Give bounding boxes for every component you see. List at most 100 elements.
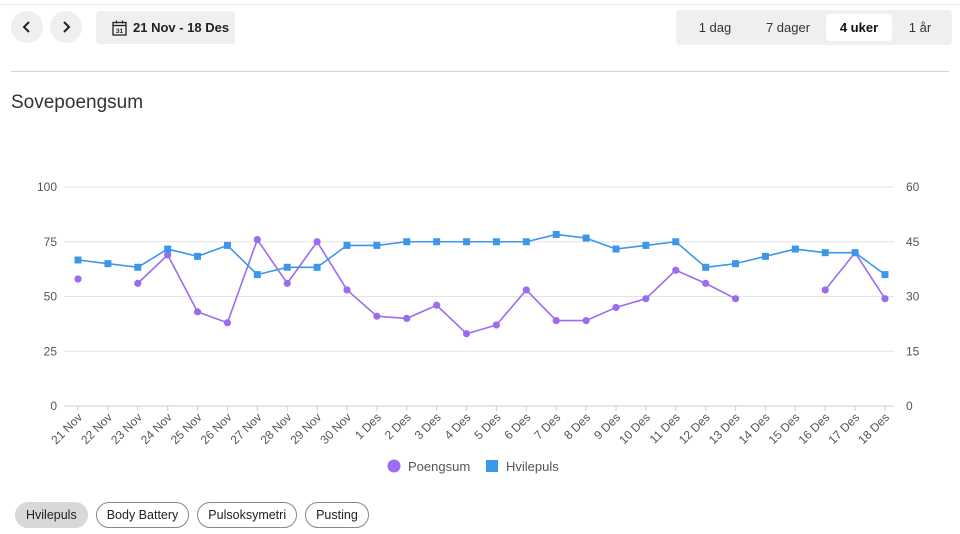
x-tick-label: 29 Nov — [287, 410, 324, 447]
data-point — [702, 263, 710, 271]
tab-7-days[interactable]: 7 dager — [765, 20, 811, 35]
data-point — [164, 245, 172, 253]
legend-marker — [486, 460, 498, 472]
previous-period-button[interactable] — [11, 11, 43, 43]
series-line-segment — [526, 233, 557, 243]
data-point — [164, 251, 172, 259]
data-point — [223, 319, 232, 327]
tab-1-day[interactable]: 1 dag — [698, 20, 732, 35]
series-line-segment — [226, 239, 259, 324]
series-line-segment — [705, 262, 736, 269]
y-left-tick-label: 25 — [44, 344, 58, 358]
chevron-left-icon — [22, 21, 30, 33]
series-line-segment — [406, 304, 437, 320]
data-point — [343, 286, 351, 294]
series-line-segment — [675, 241, 707, 268]
data-point — [74, 256, 82, 264]
series-line-segment — [556, 233, 587, 239]
series-line-segment — [854, 252, 886, 300]
tab-4-weeks[interactable]: 4 uker — [826, 14, 892, 41]
date-range-button[interactable]: 31 21 Nov - 18 Des — [96, 11, 235, 44]
series-line-segment — [137, 254, 169, 284]
y-right-tick-label: 0 — [906, 399, 913, 413]
data-point — [522, 286, 530, 294]
series-line-segment — [257, 266, 288, 276]
series-line-segment — [585, 237, 617, 250]
data-point — [462, 330, 471, 338]
data-point — [433, 301, 441, 309]
series-line-segment — [466, 324, 497, 335]
y-left-tick-label: 75 — [44, 235, 58, 249]
x-tick-label: 25 Nov — [168, 410, 205, 447]
data-point — [642, 295, 650, 303]
x-tick-label: 8 Des — [561, 410, 593, 442]
series-line-segment — [77, 259, 108, 265]
data-point — [74, 275, 82, 283]
metric-chips: Hvilepuls Body Battery Pulsoksymetri Pus… — [15, 502, 369, 528]
chip-body-battery[interactable]: Body Battery — [95, 502, 190, 528]
data-point — [373, 312, 381, 320]
divider — [11, 71, 949, 72]
series-line-segment — [226, 244, 258, 276]
data-point — [283, 279, 291, 287]
data-point — [582, 316, 590, 325]
data-point — [283, 263, 291, 271]
data-point — [492, 321, 501, 329]
data-point — [253, 235, 261, 244]
series-line-segment — [735, 255, 766, 265]
y-right-tick-label: 15 — [906, 344, 920, 358]
chip-resting-heart-rate[interactable]: Hvilepuls — [15, 502, 88, 528]
series-line-segment — [137, 248, 169, 268]
data-point — [672, 266, 680, 274]
data-point — [104, 260, 112, 268]
series-line-segment — [645, 240, 676, 247]
data-point — [552, 230, 560, 238]
calendar-icon-day: 31 — [116, 28, 124, 35]
data-point — [552, 316, 560, 325]
series-line-segment — [795, 248, 826, 254]
series-line-segment — [854, 252, 886, 276]
x-tick-label: 1 Des — [352, 410, 384, 442]
series-line-segment — [376, 315, 407, 320]
y-right-tick-label: 45 — [906, 235, 920, 249]
date-range-label: 21 Nov - 18 Des — [133, 20, 230, 35]
data-point — [761, 252, 769, 260]
x-tick-label: 30 Nov — [317, 410, 354, 447]
data-point — [253, 271, 261, 279]
y-left-tick-label: 50 — [44, 290, 58, 304]
data-point — [612, 303, 620, 312]
x-tick-label: 21 Nov — [48, 410, 85, 447]
tab-1-year[interactable]: 1 år — [908, 20, 932, 35]
x-tick-label: 4 Des — [442, 410, 474, 442]
series-line-segment — [436, 304, 468, 335]
data-point — [702, 279, 710, 287]
x-tick-label: 15 Des — [766, 410, 803, 447]
data-point — [492, 238, 500, 246]
next-period-button[interactable] — [50, 11, 82, 43]
series-line-segment — [765, 248, 796, 258]
data-point — [881, 295, 889, 303]
x-tick-label: 28 Nov — [258, 410, 295, 447]
chip-respiration[interactable]: Pusting — [305, 502, 369, 528]
series-line-segment — [197, 311, 228, 324]
series-line-segment — [705, 282, 736, 300]
chip-pulse-ox[interactable]: Pulsoksymetri — [197, 502, 298, 528]
data-point — [582, 234, 590, 242]
series-line-segment — [615, 244, 646, 250]
data-point — [463, 238, 471, 246]
series-hvilepuls — [74, 230, 889, 279]
series-line-segment — [675, 269, 706, 285]
x-tick-label: 23 Nov — [108, 410, 145, 447]
data-point — [881, 271, 889, 279]
series-line-segment — [376, 240, 407, 247]
data-point — [193, 308, 202, 316]
legend: Poengsum Hvilepuls — [387, 459, 559, 474]
data-point — [223, 241, 231, 249]
series-line-segment — [286, 241, 318, 284]
x-tick-label: 14 Des — [736, 410, 773, 447]
series-line-segment — [167, 248, 198, 258]
series-line-segment — [645, 269, 677, 300]
legend-marker — [387, 459, 401, 473]
series-line-segment — [256, 239, 288, 284]
